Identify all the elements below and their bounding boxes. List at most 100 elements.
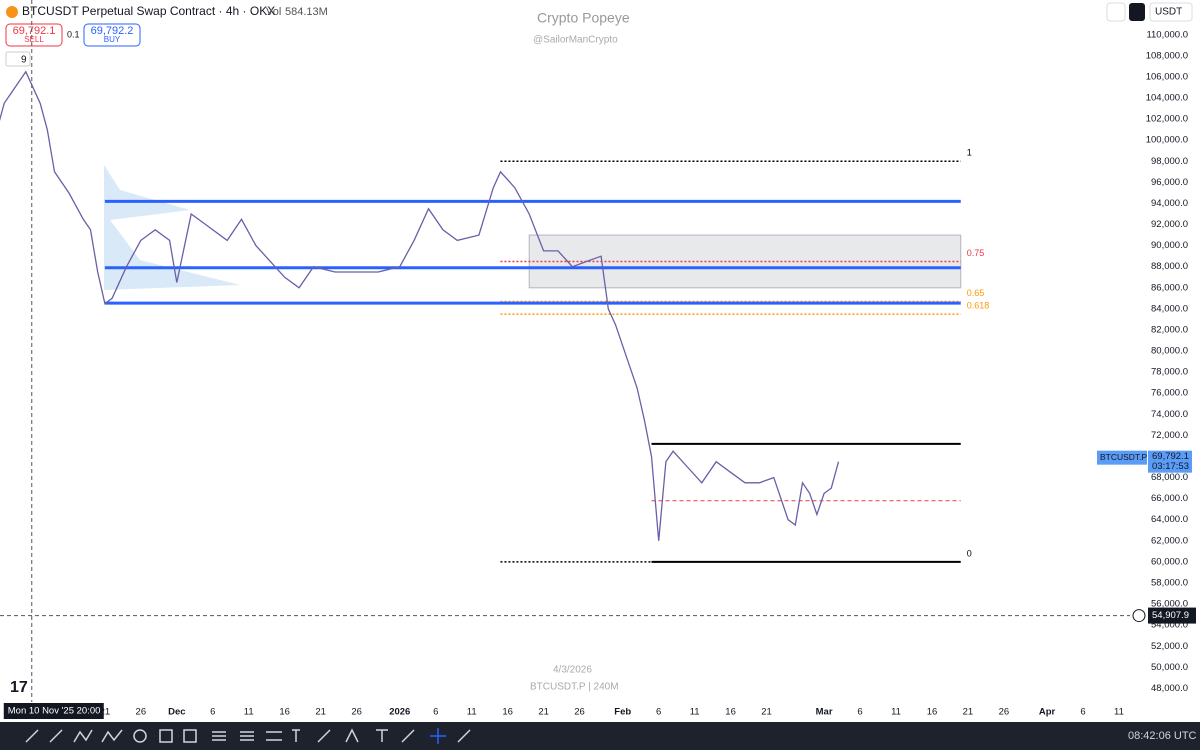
toolbar-icons [25, 728, 471, 744]
x-tick-label: 11 [891, 707, 901, 718]
y-tick-label: 64,000.0 [1151, 514, 1188, 525]
fib-label: 0.65 [967, 288, 985, 298]
y-tick-label: 106,000.0 [1146, 71, 1188, 82]
fib-label: 0 [967, 548, 972, 558]
vol-label: Vol [266, 6, 281, 18]
x-tick-label: 26 [136, 707, 147, 718]
x-tick-label: 26 [574, 707, 585, 718]
tv-logo: 17 [10, 679, 28, 696]
watermark-date: 4/3/2026 [553, 665, 592, 676]
x-tick-label: 11 [244, 707, 254, 718]
watermark-title: Crypto Popeye [537, 10, 630, 26]
y-tick-label: 78,000.0 [1151, 367, 1188, 378]
x-tick-label: 16 [502, 707, 513, 718]
x-tick-label: Dec [168, 707, 185, 718]
y-tick-label: 74,000.0 [1151, 409, 1188, 420]
x-tick-label: 21 [761, 707, 772, 718]
x-tick-label: 11 [467, 707, 477, 718]
crosshair-time-box [3, 703, 104, 719]
sell-label: SELL [24, 35, 44, 44]
x-tick-label: 6 [210, 707, 215, 718]
y-tick-label: 92,000.0 [1151, 219, 1188, 230]
y-tick-label: 100,000.0 [1146, 135, 1188, 146]
y-tick-label: 82,000.0 [1151, 324, 1188, 335]
y-tick-label: 48,000.0 [1151, 683, 1188, 694]
y-tick-label: 58,000.0 [1151, 577, 1188, 588]
x-tick-label: 21 [315, 707, 326, 718]
y-tick-label: 56,000.0 [1151, 599, 1188, 610]
price-line [0, 70, 840, 541]
currency-box[interactable] [1149, 2, 1193, 22]
header-title: BTCUSDT Perpetual Swap Contract · 4h · O… [22, 4, 275, 18]
y-tick-label: 108,000.0 [1146, 50, 1188, 61]
y-tick-label: 98,000.0 [1151, 156, 1188, 167]
settings-button[interactable] [1129, 3, 1145, 21]
x-tick-label: 16 [279, 707, 290, 718]
last-price: 69,792.1 [1152, 451, 1189, 462]
y-tick-label: 68,000.0 [1151, 472, 1188, 483]
sell-button[interactable] [5, 23, 63, 47]
crosshair-plus [1132, 609, 1146, 623]
last-symbol: BTCUSDT.P [1100, 452, 1148, 462]
y-tick-label: 84,000.0 [1151, 303, 1188, 314]
x-tick-label: 16 [725, 707, 736, 718]
indicator-label: 9 [21, 55, 27, 66]
quantity: 0.1 [67, 29, 80, 39]
x-tick-label: 26 [999, 707, 1010, 718]
plot: 1 0.75 0.65 0.618 0 [0, 70, 990, 563]
y-tick-label: 88,000.0 [1151, 261, 1188, 272]
y-tick-label: 72,000.0 [1151, 430, 1188, 441]
x-tick-label: Feb [614, 707, 631, 718]
vol-value: 584.13M [285, 6, 328, 18]
x-tick-label: 21 [100, 707, 111, 718]
y-tick-label: 54,000.0 [1151, 620, 1188, 631]
x-tick-label: 6 [433, 707, 438, 718]
crosshair-time: Mon 10 Nov '25 20:00 [8, 706, 101, 717]
buy-price: 69,792.2 [91, 25, 134, 37]
scroll-button[interactable] [1106, 2, 1126, 22]
sell-price: 69,792.1 [13, 25, 56, 37]
currency: USDT [1155, 7, 1182, 18]
last-symbol-box [1097, 450, 1147, 465]
watermark-handle: @SailorManCrypto [533, 35, 618, 46]
y-tick-label: 80,000.0 [1151, 346, 1188, 357]
watermark-symbol: BTCUSDT.P | 240M [530, 682, 619, 693]
buy-button[interactable] [83, 23, 141, 47]
fib-label: 0.618 [967, 301, 990, 311]
y-tick-label: 104,000.0 [1146, 93, 1188, 104]
clock: 08:42:06 UTC [1128, 730, 1197, 742]
y-tick-label: 94,000.0 [1151, 198, 1188, 209]
y-tick-label: 50,000.0 [1151, 662, 1188, 673]
x-tick-label: 6 [857, 707, 862, 718]
price-axis-bg [1098, 0, 1200, 722]
y-tick-label: 96,000.0 [1151, 177, 1188, 188]
symbol-icon [6, 6, 18, 18]
x-tick-label: 26 [351, 707, 362, 718]
volume-profile [104, 165, 240, 290]
y-tick-label: 66,000.0 [1151, 493, 1188, 504]
x-tick-label: Apr [1039, 707, 1056, 718]
fib-label: 1 [967, 148, 972, 158]
x-tick-label: 21 [538, 707, 549, 718]
y-tick-label: 76,000.0 [1151, 388, 1188, 399]
fib-label: 0.75 [967, 248, 985, 258]
indicator-box[interactable] [5, 51, 31, 67]
y-tick-label: 90,000.0 [1151, 240, 1188, 251]
y-tick-label: 110,000.0 [1146, 29, 1188, 40]
toolbar [0, 722, 1200, 750]
last-timer: 03:17:53 [1152, 461, 1189, 472]
x-tick-label: 6 [656, 707, 661, 718]
x-tick-label: 6 [1080, 707, 1085, 718]
x-tick-label: 11 [690, 707, 700, 718]
crosshair-price-box [1148, 607, 1196, 624]
y-tick-label: 62,000.0 [1151, 535, 1188, 546]
x-tick-label: 21 [963, 707, 974, 718]
crosshair-price: 54,907.9 [1152, 610, 1189, 621]
x-tick-label: 2026 [389, 707, 410, 718]
y-tick-label: 60,000.0 [1151, 556, 1188, 567]
buy-label: BUY [104, 35, 121, 44]
x-tick-label: 11 [1114, 707, 1124, 718]
y-tick-label: 52,000.0 [1151, 641, 1188, 652]
x-tick-label: 16 [927, 707, 938, 718]
